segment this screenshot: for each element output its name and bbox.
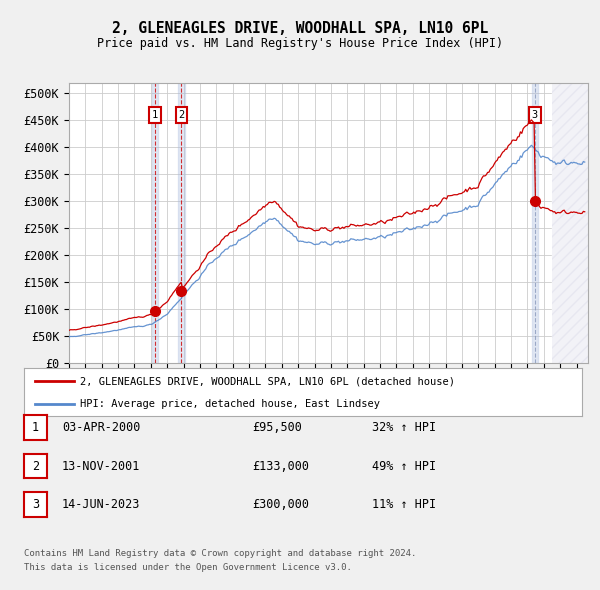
Text: 3: 3	[532, 110, 538, 120]
Text: 2: 2	[32, 460, 39, 473]
Text: 32% ↑ HPI: 32% ↑ HPI	[372, 421, 436, 434]
Text: Contains HM Land Registry data © Crown copyright and database right 2024.: Contains HM Land Registry data © Crown c…	[24, 549, 416, 558]
Text: 2, GLENEAGLES DRIVE, WOODHALL SPA, LN10 6PL (detached house): 2, GLENEAGLES DRIVE, WOODHALL SPA, LN10 …	[80, 376, 455, 386]
Text: 1: 1	[32, 421, 39, 434]
Text: Price paid vs. HM Land Registry's House Price Index (HPI): Price paid vs. HM Land Registry's House …	[97, 37, 503, 50]
Bar	[532, 83, 538, 363]
Bar	[552, 83, 588, 363]
Text: £133,000: £133,000	[252, 460, 309, 473]
Text: 14-JUN-2023: 14-JUN-2023	[62, 498, 140, 511]
Text: £95,500: £95,500	[252, 421, 302, 434]
Bar	[178, 83, 185, 363]
Text: 2, GLENEAGLES DRIVE, WOODHALL SPA, LN10 6PL: 2, GLENEAGLES DRIVE, WOODHALL SPA, LN10 …	[112, 21, 488, 35]
Text: This data is licensed under the Open Government Licence v3.0.: This data is licensed under the Open Gov…	[24, 563, 352, 572]
Text: 3: 3	[32, 498, 39, 511]
Text: £300,000: £300,000	[252, 498, 309, 511]
Text: 13-NOV-2001: 13-NOV-2001	[62, 460, 140, 473]
Text: 49% ↑ HPI: 49% ↑ HPI	[372, 460, 436, 473]
Bar	[152, 83, 158, 363]
Text: 11% ↑ HPI: 11% ↑ HPI	[372, 498, 436, 511]
Text: 03-APR-2000: 03-APR-2000	[62, 421, 140, 434]
Text: 1: 1	[152, 110, 158, 120]
Bar	[552, 83, 588, 363]
Text: HPI: Average price, detached house, East Lindsey: HPI: Average price, detached house, East…	[80, 399, 380, 409]
Text: 2: 2	[178, 110, 185, 120]
